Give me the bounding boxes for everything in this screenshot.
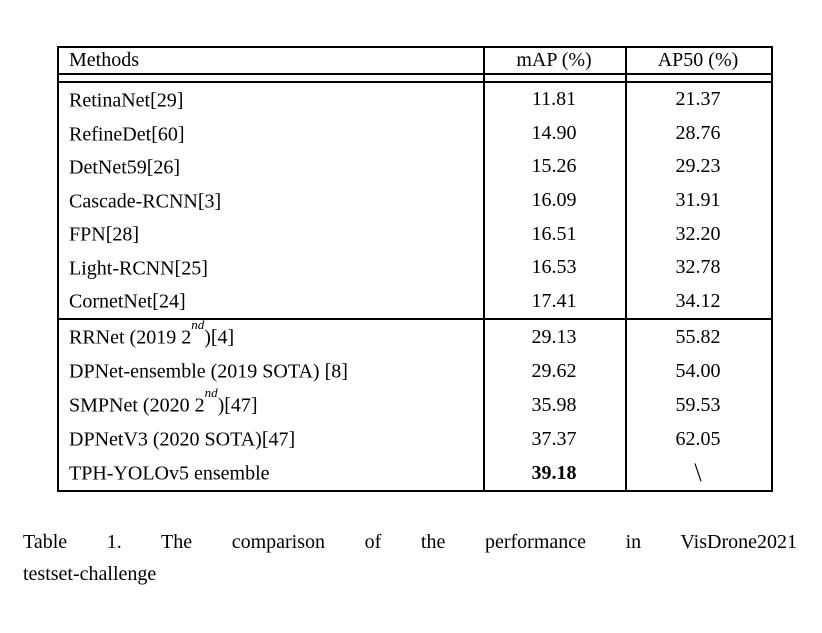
map-cell: 35.98 xyxy=(531,393,577,416)
table-row: TPH-YOLOv5 ensemble 39.18 \ xyxy=(59,456,771,490)
method-name-post: )[4] xyxy=(204,326,235,349)
table-body-group-2: RRNet (2019 2nd)[4] 29.13 55.82 DPNet-en… xyxy=(59,317,771,490)
method-superscript: nd xyxy=(204,385,218,401)
map-cell: 14.90 xyxy=(531,121,577,144)
table-row: RefineDet[60] 14.90 28.76 xyxy=(59,117,771,151)
method-name: RRNet (2019 2 xyxy=(69,326,192,349)
table-row: Cascade-RCNN[3] 16.09 31.91 xyxy=(59,184,771,218)
table-header-row: Methods mAP (%) AP50 (%) xyxy=(59,48,771,73)
method-cell: DetNet59[26] xyxy=(59,154,483,180)
method-cell: SMPNet (2020 2nd)[47] xyxy=(59,385,483,418)
table-row: CornetNet[24] 17.41 34.12 xyxy=(59,284,771,318)
ap50-cell: 28.76 xyxy=(675,121,721,144)
table-body-group-1: RetinaNet[29] 11.81 21.37 RefineDet[60] … xyxy=(59,83,771,318)
map-cell: 15.26 xyxy=(531,155,577,178)
method-name: DPNet-ensemble (2019 SOTA) [8] xyxy=(69,360,348,383)
ap50-cell-backslash: \ xyxy=(694,458,702,487)
map-cell-best: 39.18 xyxy=(531,461,577,484)
ap50-cell: 31.91 xyxy=(675,189,721,212)
table-row: SMPNet (2020 2nd)[47] 35.98 59.53 xyxy=(59,385,771,422)
method-superscript: nd xyxy=(191,317,205,333)
caption-line-2: testset-challenge xyxy=(23,563,157,585)
method-name: SMPNet (2020 2 xyxy=(69,394,205,417)
ap50-cell: 21.37 xyxy=(675,88,721,111)
table-row: FPN[28] 16.51 32.20 xyxy=(59,217,771,251)
ap50-cell: 29.23 xyxy=(675,155,721,178)
method-cell: FPN[28] xyxy=(59,221,483,247)
method-cell: Light-RCNN[25] xyxy=(59,255,483,281)
method-name: Cascade-RCNN[3] xyxy=(69,190,222,213)
method-name: RetinaNet[29] xyxy=(69,89,184,112)
method-cell: DPNet-ensemble (2019 SOTA) [8] xyxy=(59,358,483,384)
map-cell: 11.81 xyxy=(531,88,577,111)
table-row: Light-RCNN[25] 16.53 32.78 xyxy=(59,251,771,285)
method-cell: RetinaNet[29] xyxy=(59,87,483,113)
ap50-cell: 32.20 xyxy=(675,222,721,245)
method-cell: Cascade-RCNN[3] xyxy=(59,188,483,214)
method-name: DetNet59[26] xyxy=(69,156,181,179)
table-row: RetinaNet[29] 11.81 21.37 xyxy=(59,83,771,117)
method-name: FPN[28] xyxy=(69,223,140,246)
method-cell: TPH-YOLOv5 ensemble xyxy=(59,460,483,486)
table-row: DetNet59[26] 15.26 29.23 xyxy=(59,150,771,184)
ap50-cell: 55.82 xyxy=(675,325,721,348)
column-header-map: mAP (%) xyxy=(516,49,592,71)
table-caption: Table 1. The comparison of the performan… xyxy=(23,526,797,590)
table-row: DPNet-ensemble (2019 SOTA) [8] 29.62 54.… xyxy=(59,354,771,388)
ap50-cell: 59.53 xyxy=(675,393,721,416)
ap50-cell: 32.78 xyxy=(675,256,721,279)
map-cell: 17.41 xyxy=(531,289,577,312)
method-name: TPH-YOLOv5 ensemble xyxy=(69,462,270,485)
map-cell: 16.51 xyxy=(531,222,577,245)
map-cell: 16.09 xyxy=(531,189,577,212)
group-divider xyxy=(59,318,771,320)
method-name: CornetNet[24] xyxy=(69,291,186,314)
caption-line-1: Table 1. The comparison of the performan… xyxy=(23,531,797,553)
method-cell: RRNet (2019 2nd)[4] xyxy=(59,317,483,350)
map-cell: 37.37 xyxy=(531,427,577,450)
method-name: RefineDet[60] xyxy=(69,123,185,146)
method-cell: CornetNet[24] xyxy=(59,288,483,314)
results-table: Methods mAP (%) AP50 (%) RetinaNet[29] 1… xyxy=(57,46,773,492)
ap50-cell: 54.00 xyxy=(675,359,721,382)
map-cell: 29.13 xyxy=(531,325,577,348)
column-header-methods: Methods xyxy=(69,49,139,71)
column-divider-2 xyxy=(625,48,627,490)
method-name: Light-RCNN[25] xyxy=(69,257,208,280)
method-cell: RefineDet[60] xyxy=(59,121,483,147)
table-row: RRNet (2019 2nd)[4] 29.13 55.82 xyxy=(59,317,771,354)
map-cell: 16.53 xyxy=(531,256,577,279)
method-name: DPNetV3 (2020 SOTA)[47] xyxy=(69,428,296,451)
table-row: DPNetV3 (2020 SOTA)[47] 37.37 62.05 xyxy=(59,422,771,456)
map-cell: 29.62 xyxy=(531,359,577,382)
header-divider-bottom xyxy=(59,81,771,83)
method-cell: DPNetV3 (2020 SOTA)[47] xyxy=(59,426,483,452)
header-divider-top xyxy=(59,73,771,75)
ap50-cell: 34.12 xyxy=(675,289,721,312)
ap50-cell: 62.05 xyxy=(675,427,721,450)
column-header-ap50: AP50 (%) xyxy=(657,49,739,71)
method-name-post: )[47] xyxy=(217,394,258,417)
column-divider-1 xyxy=(483,48,485,490)
